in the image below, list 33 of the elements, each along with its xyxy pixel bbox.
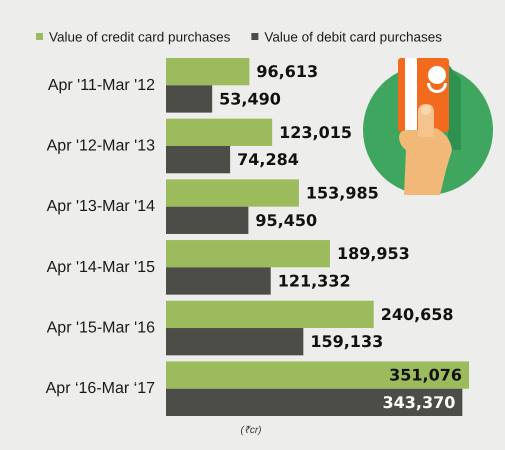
data-label: 240,658 <box>380 304 454 324</box>
y-tick-label: Apr '13-Mar '14 <box>46 198 156 216</box>
bar <box>166 300 374 328</box>
y-tick-label: Apr '15-Mar '16 <box>46 320 156 337</box>
bar <box>166 179 299 207</box>
bar <box>166 85 212 113</box>
legend-label: Value of debit card purchases <box>264 30 442 44</box>
bar <box>166 146 230 174</box>
bar <box>166 118 272 146</box>
bar <box>166 206 248 234</box>
bar <box>166 328 304 356</box>
bar <box>166 240 330 268</box>
data-label: 53,490 <box>219 89 281 108</box>
data-label: 343,370 <box>382 392 456 412</box>
data-label: 74,284 <box>237 150 299 170</box>
y-tick-label: Apr '14-Mar '15 <box>46 258 156 276</box>
bar <box>166 388 462 416</box>
data-label: 153,985 <box>306 184 379 203</box>
y-tick-label: Apr '11-Mar '12 <box>48 76 156 94</box>
data-label: 351,076 <box>389 366 462 385</box>
text: (₹cr) <box>240 425 262 436</box>
legend-label: Value of credit card purchases <box>49 30 231 44</box>
bar <box>166 267 271 295</box>
data-label: 96,613 <box>256 62 318 82</box>
y-tick-label: Apr ‘16-Mar ‘17 <box>46 380 156 398</box>
bar <box>166 58 250 86</box>
y-tick-label: Apr '12-Mar '13 <box>46 137 156 154</box>
data-label: 159,133 <box>310 332 384 352</box>
data-label: 123,015 <box>279 122 352 142</box>
data-label: 189,953 <box>336 244 410 264</box>
data-label: 121,332 <box>278 271 351 290</box>
bar <box>166 361 469 389</box>
data-label: 95,450 <box>255 210 318 230</box>
